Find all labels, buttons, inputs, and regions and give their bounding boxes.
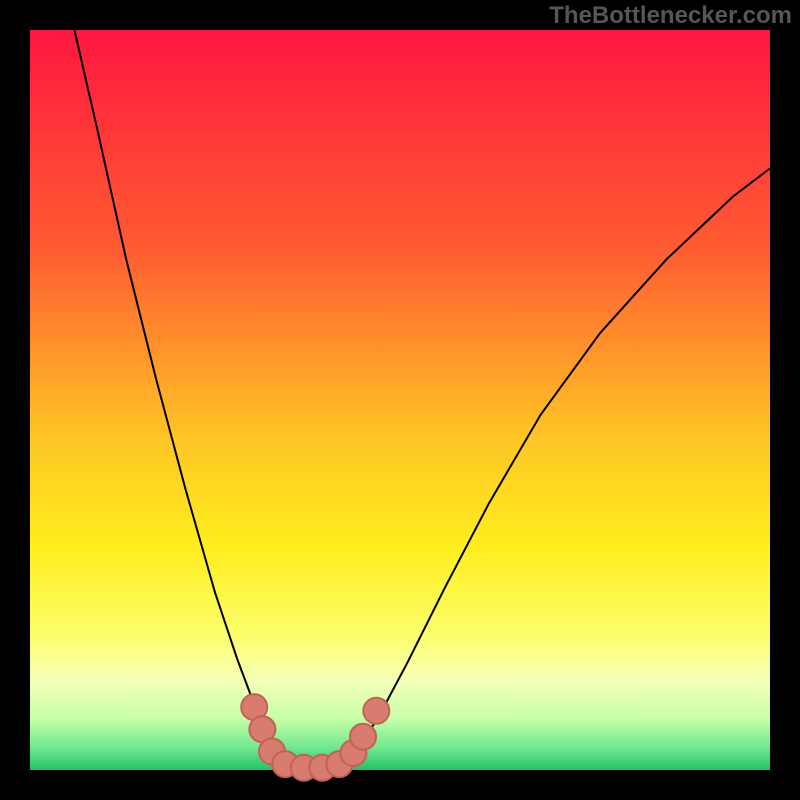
highlight-marker: [350, 724, 376, 750]
bottleneck-chart: [0, 0, 800, 800]
highlight-marker: [363, 698, 389, 724]
chart-outer-frame: TheBottlenecker.com: [0, 0, 800, 800]
watermark-text: TheBottlenecker.com: [549, 2, 792, 30]
plot-background: [30, 30, 770, 770]
